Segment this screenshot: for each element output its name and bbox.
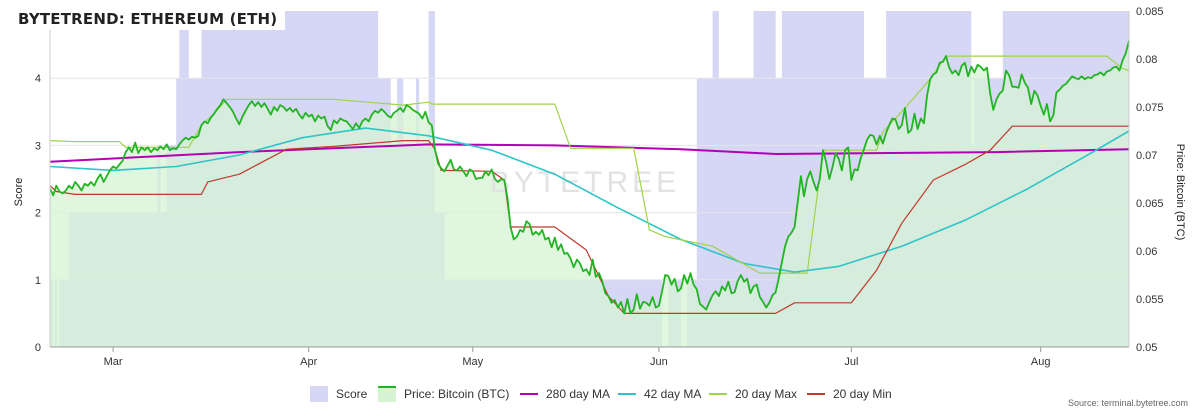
legend-item-min20[interactable]: 20 day Min (807, 384, 892, 404)
chart-title: BYTETREND: ETHEREUM (ETH) (10, 8, 286, 30)
legend-swatch-score (310, 386, 328, 402)
source-note: Source: terminal.bytetree.com (1067, 398, 1188, 408)
series-lines (49, 40, 1130, 315)
watermark: BYTETREE (490, 166, 680, 199)
legend-item-price[interactable]: Price: Bitcoin (BTC) (378, 384, 509, 404)
legend-item-max20[interactable]: 20 day Max (709, 384, 797, 404)
x-tick-label: Aug (1031, 356, 1051, 368)
x-tick-label: Mar (104, 356, 123, 368)
x-tick-label: Apr (300, 356, 317, 368)
y-left-tick-label: 4 (35, 73, 41, 85)
y-right-tick-label: 0.07 (1136, 150, 1157, 162)
legend-item-ma280[interactable]: 280 day MA (520, 384, 610, 404)
y-right-tick-label: 0.065 (1136, 198, 1164, 210)
legend-label-max20: 20 day Max (735, 387, 798, 401)
x-tick-label: Jun (650, 356, 668, 368)
price-line (49, 40, 1130, 315)
y-right-tick-label: 0.08 (1136, 54, 1157, 66)
y-left-tick-label: 3 (35, 140, 41, 152)
y-right-tick-label: 0.085 (1136, 6, 1164, 18)
min20-line (49, 125, 1129, 314)
legend-item-score[interactable]: Score (310, 384, 367, 404)
legend-swatch-max20 (709, 393, 727, 395)
y-axis-right-title: Price: Bitcoin (BTC) (1174, 144, 1186, 241)
y-left-tick-label: 0 (35, 342, 41, 354)
legend: Score Price: Bitcoin (BTC) 280 day MA 42… (0, 384, 1200, 404)
legend-swatch-ma42 (618, 393, 636, 395)
legend-label-ma280: 280 day MA (546, 387, 611, 401)
legend-swatch-ma280 (520, 393, 538, 395)
x-tick-label: May (462, 356, 483, 368)
y-right-tick-label: 0.05 (1136, 342, 1157, 354)
legend-swatch-min20 (807, 393, 825, 395)
y-right-tick-label: 0.06 (1136, 246, 1157, 258)
ma42-line (49, 127, 1130, 273)
x-tick-label: Jul (844, 356, 858, 368)
legend-label-score: Score (336, 387, 368, 401)
y-right-tick-label: 0.075 (1136, 102, 1164, 114)
axes: 0 1 2 3 4 0.05 0.055 0.06 0.065 0.07 0.075 0.08 0.08… (35, 6, 1164, 368)
legend-label-price: Price: Bitcoin (BTC) (404, 387, 510, 401)
y-axis-left-title: Score (13, 178, 25, 207)
legend-swatch-price (378, 386, 396, 402)
legend-item-ma42[interactable]: 42 day MA (618, 384, 701, 404)
y-left-tick-label: 2 (35, 208, 41, 220)
y-left-tick-label: 1 (35, 275, 41, 287)
y-right-tick-label: 0.055 (1136, 294, 1164, 306)
ma280-line (49, 143, 1130, 163)
legend-label-ma42: 42 day MA (644, 387, 702, 401)
legend-label-min20: 20 day Min (833, 387, 892, 401)
